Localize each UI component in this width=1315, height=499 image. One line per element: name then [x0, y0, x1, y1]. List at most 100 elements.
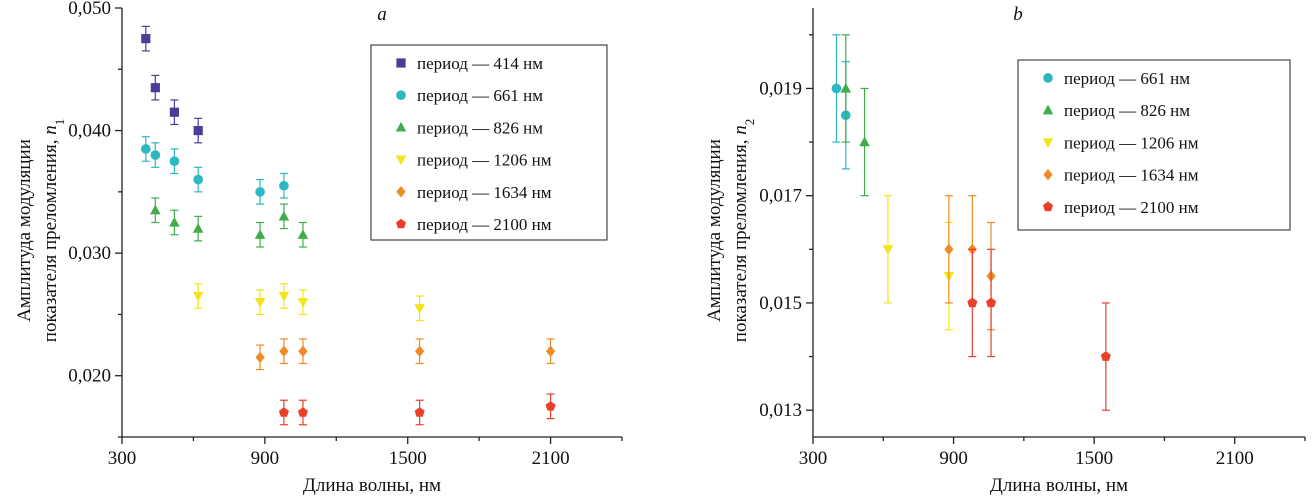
data-point — [831, 83, 842, 94]
legend-marker — [396, 186, 406, 198]
legend-marker — [395, 155, 407, 166]
data-point — [278, 210, 290, 221]
data-point — [140, 144, 151, 154]
legend-marker — [1042, 138, 1054, 148]
panel-label: b — [1013, 4, 1023, 25]
data-point — [193, 125, 203, 136]
data-point — [255, 187, 265, 197]
legend-item: период — 1206 нм — [1042, 133, 1199, 152]
y-tick-label: 0,040 — [68, 121, 111, 142]
data-point — [986, 297, 997, 308]
data-point — [944, 243, 954, 256]
data-point — [169, 156, 180, 167]
data-point — [279, 345, 289, 357]
panel-b: b 300 900 1500 2100 0,013 0,015 0,017 0,019 Длина… — [704, 4, 1306, 496]
x-tick-label: 1500 — [389, 448, 427, 469]
data-point — [882, 245, 894, 255]
data-point — [150, 204, 161, 215]
data-point — [255, 351, 265, 364]
data-point — [141, 34, 151, 44]
data-point — [415, 345, 425, 357]
legend-box — [1017, 59, 1291, 231]
legend-label: период — 1634 нм — [1064, 166, 1199, 185]
data-point — [192, 291, 204, 302]
x-tick-label: 2100 — [532, 448, 570, 469]
data-point — [545, 401, 556, 411]
x-tick-label: 300 — [108, 448, 137, 469]
x-tick-label: 900 — [251, 448, 280, 469]
y-tick-label: 0,020 — [68, 366, 111, 387]
y-tick-label: 0,019 — [759, 78, 802, 99]
y-tick-label: 0,013 — [759, 400, 802, 421]
data-point — [297, 407, 308, 417]
y-axis-label-line2: показателя преломления, n1 — [40, 119, 67, 342]
y-axis-label-symbol: n — [40, 125, 61, 135]
legend-marker — [395, 121, 407, 132]
series-4 — [192, 283, 425, 322]
data-point — [278, 407, 289, 417]
data-point — [297, 298, 309, 308]
legend-item: период — 826 нм — [1042, 101, 1190, 120]
legend-item: период — 661 нм — [396, 86, 543, 105]
data-point — [254, 229, 266, 239]
data-point — [254, 298, 266, 308]
legend-item: период — 2100 нм — [395, 215, 552, 234]
data-point — [193, 174, 204, 185]
data-point — [297, 229, 309, 239]
legend-label: период — 661 нм — [1064, 69, 1190, 88]
data-point — [414, 304, 425, 314]
y-axis-label-line2: показателя преломления, n2 — [730, 119, 757, 342]
legend-item: период — 826 нм — [395, 118, 543, 137]
legend-item: период — 661 нм — [1043, 69, 1190, 88]
legend-label: период — 414 нм — [417, 54, 543, 73]
legend-label: период — 2100 нм — [417, 215, 552, 234]
data-point — [278, 291, 290, 302]
data-point — [1100, 351, 1111, 361]
y-tick-label: 0,030 — [68, 243, 111, 264]
legend-item: период — 2100 нм — [1042, 198, 1199, 217]
series-5 — [255, 338, 556, 371]
legend-label: период — 1206 нм — [417, 151, 552, 170]
legend-marker — [396, 90, 406, 101]
legend-box — [370, 44, 608, 241]
legend-label: период — 1634 нм — [417, 183, 552, 202]
series-2 — [840, 34, 870, 197]
legend-item: период — 414 нм — [396, 54, 543, 73]
data-point — [545, 345, 556, 357]
data-point — [192, 223, 204, 233]
y-axis-label-line1: Амплитуда модуляции — [14, 139, 35, 322]
series-4 — [944, 195, 996, 331]
y-axis-label-text: показателя преломления, — [40, 135, 61, 342]
y-axis-label-subscript: 1 — [52, 119, 67, 126]
y-tick-label: 0,015 — [759, 293, 802, 314]
legend-label: период — 2100 нм — [1064, 198, 1199, 217]
legend-marker — [1043, 168, 1053, 181]
data-point — [298, 345, 308, 357]
x-tick-label: 900 — [939, 448, 968, 469]
legend-marker — [1042, 201, 1054, 212]
series-1 — [141, 25, 203, 144]
data-point — [150, 150, 161, 160]
y-axis-label-text: показателя преломления, — [730, 135, 751, 342]
data-point — [169, 216, 180, 227]
legend-label: период — 1206 нм — [1064, 133, 1199, 152]
legend: период — 414 нм период — 661 нм период — 8… — [370, 44, 608, 241]
panel-a: a 300 900 1500 2100 0,020 0,030 0,040 0,050 Длина… — [14, 0, 623, 496]
data-point — [967, 297, 978, 308]
x-axis-label: Длина волны, нм — [303, 475, 441, 496]
legend-marker — [1043, 73, 1053, 83]
y-tick-label: 0,017 — [759, 186, 802, 207]
y-tick-label: 0,050 — [68, 0, 111, 19]
y-axis-label-symbol: n — [730, 125, 751, 135]
legend-item: период — 1206 нм — [395, 151, 552, 170]
y-axis-label-line1: Амплитуда модуляции — [704, 139, 725, 322]
panel-label: a — [377, 4, 387, 25]
data-point — [169, 107, 179, 117]
legend-label: период — 826 нм — [417, 118, 543, 137]
y-axis-label-subscript: 2 — [742, 119, 757, 126]
data-point — [840, 82, 852, 93]
series-3 — [882, 195, 955, 331]
legend-item: период — 1634 нм — [1043, 166, 1199, 185]
data-point — [859, 136, 870, 147]
